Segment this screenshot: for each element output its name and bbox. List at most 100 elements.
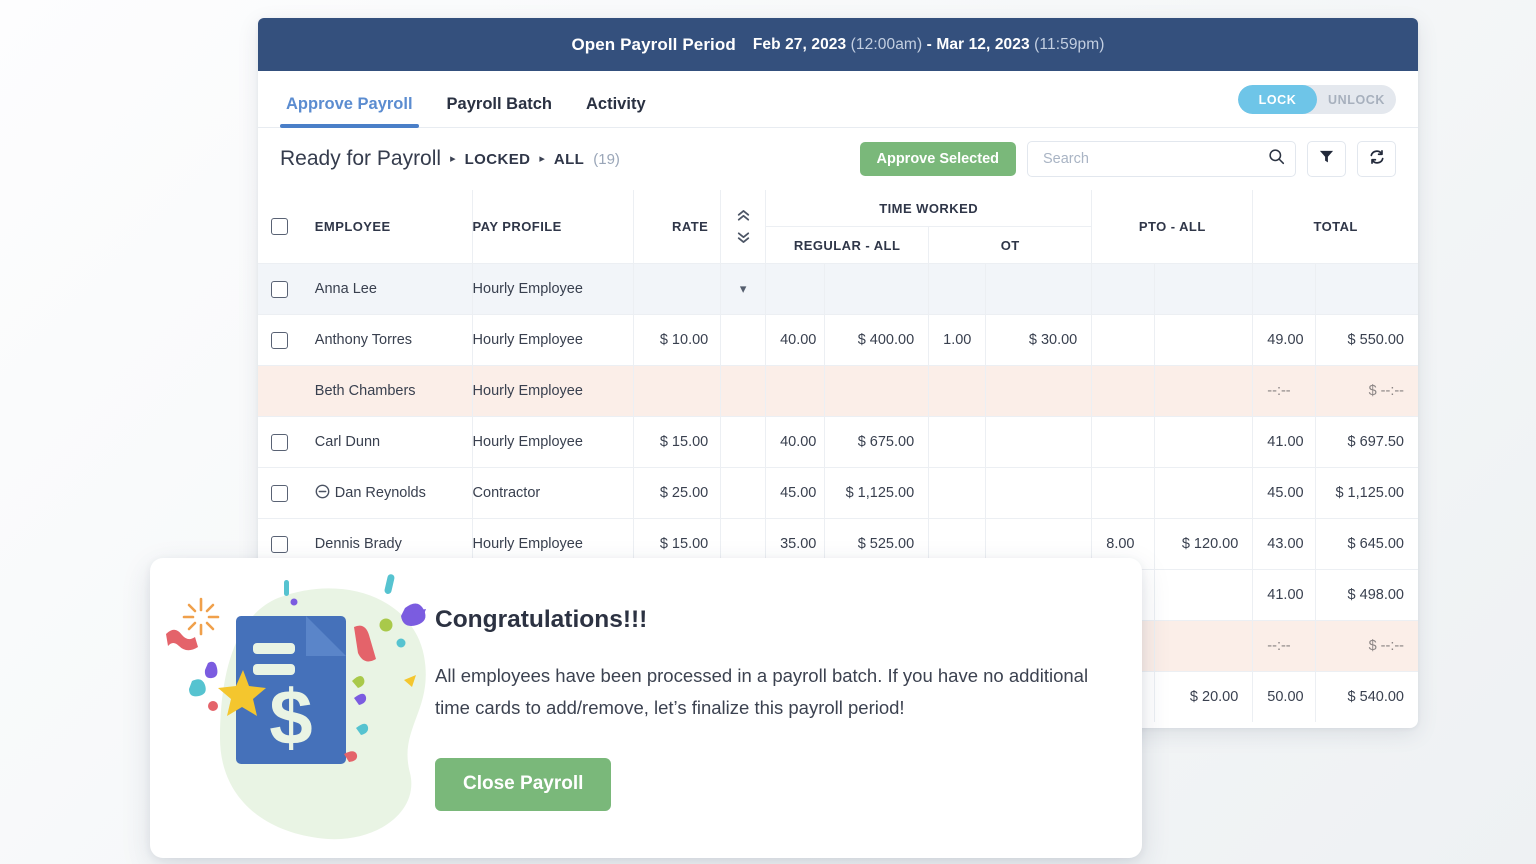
- tab-activity[interactable]: Activity: [586, 95, 646, 113]
- period-start-date: Feb 27, 2023: [752, 35, 847, 53]
- table-row[interactable]: Beth Chambers Hourly Employee --:-- $ --:--: [258, 365, 1418, 417]
- cell-total-hours: 43.00: [1252, 518, 1317, 570]
- cell-pto-hours: [1091, 263, 1156, 315]
- employee-name: Anna Lee: [314, 281, 377, 297]
- cell-regular-amount: [824, 263, 930, 315]
- table-row[interactable]: Anthony Torres Hourly Employee $ 10.00 40.0…: [258, 314, 1418, 366]
- row-checkbox[interactable]: [270, 535, 288, 553]
- cell-total-amount: $ 645.00: [1315, 518, 1418, 570]
- column-header-pay-profile[interactable]: PAY PROFILE: [472, 190, 634, 264]
- cell-regular-hours: [765, 365, 826, 417]
- table-row[interactable]: Anna Lee Hourly Employee ▾: [258, 263, 1418, 315]
- row-select-cell[interactable]: [258, 263, 301, 315]
- cell-ot-amount: [985, 467, 1093, 519]
- open-payroll-period-header: Open Payroll Period Feb 27, 2023 (12:00a…: [258, 18, 1418, 71]
- cell-employee[interactable]: Anna Lee: [300, 263, 473, 315]
- breadcrumb-locked[interactable]: LOCKED: [464, 150, 531, 168]
- table-row[interactable]: Dan Reynolds Contractor $ 25.00 45.00 $ 1,12…: [258, 467, 1418, 519]
- congratulations-title-text: Congratulations!!!: [435, 606, 648, 633]
- select-all-checkbox[interactable]: [270, 218, 288, 236]
- group-header-total[interactable]: TOTAL: [1313, 219, 1358, 234]
- group-header-pto-all[interactable]: PTO - ALL: [1091, 190, 1254, 264]
- column-collapse-toggle[interactable]: [720, 190, 767, 264]
- congratulations-content: Congratulations!!! All employees have be…: [412, 606, 1115, 811]
- column-header-rate[interactable]: RATE: [633, 190, 722, 264]
- cell-pto-amount: [1154, 314, 1254, 366]
- approve-selected-button[interactable]: Approve Selected: [859, 142, 1016, 176]
- row-checkbox[interactable]: [270, 331, 288, 349]
- chevron-double-up-icon[interactable]: [737, 210, 750, 221]
- lock-unlock-toggle[interactable]: LOCK UNLOCK: [1238, 85, 1396, 114]
- cell-regular-hours: [765, 263, 826, 315]
- lock-segment[interactable]: LOCK: [1238, 85, 1317, 114]
- breadcrumb-arrow-icon: ▸: [539, 152, 545, 165]
- cell-row-expand[interactable]: [720, 467, 767, 519]
- table-row[interactable]: Carl Dunn Hourly Employee $ 15.00 40.00 $ 67…: [258, 416, 1418, 468]
- cell-pay-profile: Contractor: [472, 467, 634, 519]
- cell-total-hours: [1252, 263, 1317, 315]
- cell-pay-profile: Hourly Employee: [472, 314, 634, 366]
- column-header-ot[interactable]: OT: [928, 226, 1093, 264]
- cell-ot-hours: [928, 263, 987, 315]
- cell-regular-amount: $ 400.00: [824, 314, 930, 366]
- row-checkbox[interactable]: [270, 484, 288, 502]
- cell-pto-hours: [1091, 365, 1156, 417]
- cell-employee[interactable]: Anthony Torres: [300, 314, 473, 366]
- close-payroll-button[interactable]: Close Payroll: [435, 757, 612, 811]
- cell-row-expand[interactable]: [720, 416, 767, 468]
- cell-ot-hours: [928, 365, 987, 417]
- breadcrumb-count: (19): [593, 150, 620, 168]
- breadcrumb-all[interactable]: ALL: [553, 150, 585, 168]
- cell-total-amount: [1315, 263, 1418, 315]
- search-icon[interactable]: [1268, 148, 1285, 170]
- cell-total-hours: 50.00: [1252, 671, 1317, 722]
- unlock-segment[interactable]: UNLOCK: [1327, 92, 1386, 107]
- row-checkbox[interactable]: [270, 280, 288, 298]
- filter-button[interactable]: [1307, 141, 1346, 177]
- cell-total-amount: $ --:--: [1315, 620, 1418, 672]
- cell-employee[interactable]: Dan Reynolds: [300, 467, 473, 519]
- breadcrumb-ready-for-payroll[interactable]: Ready for Payroll: [280, 147, 442, 170]
- cell-regular-amount: $ 675.00: [824, 416, 930, 468]
- cell-employee[interactable]: Carl Dunn: [300, 416, 473, 468]
- row-select-cell[interactable]: [258, 467, 301, 519]
- period-end-time: (11:59pm): [1034, 35, 1105, 53]
- svg-text:$: $: [269, 673, 312, 761]
- table-toolbar: Ready for Payroll ▸ LOCKED ▸ ALL (19) Ap…: [258, 128, 1418, 190]
- table-header-group-row: EMPLOYEE PAY PROFILE RATE TIME WORKED PT…: [258, 190, 1418, 264]
- congratulations-message: All employees have been processed in a p…: [435, 665, 1089, 718]
- row-select-cell[interactable]: [258, 365, 301, 417]
- breadcrumb-arrow-icon: ▸: [450, 152, 456, 165]
- column-header-employee[interactable]: EMPLOYEE: [300, 190, 473, 264]
- cell-employee[interactable]: Beth Chambers: [300, 365, 473, 417]
- cell-pto-amount: $ 120.00: [1154, 518, 1254, 570]
- row-select-cell[interactable]: [258, 314, 301, 366]
- search-box[interactable]: [1027, 141, 1296, 177]
- circle-minus-icon[interactable]: [315, 484, 330, 503]
- cell-total-amount: $ --:--: [1315, 365, 1418, 417]
- cell-row-expand[interactable]: [720, 314, 767, 366]
- cell-rate: $ 15.00: [633, 416, 722, 468]
- period-separator: -: [926, 35, 932, 53]
- column-header-regular-all[interactable]: REGULAR - ALL: [765, 226, 930, 264]
- tab-payroll-batch[interactable]: Payroll Batch: [446, 95, 553, 113]
- cell-ot-amount: [985, 263, 1093, 315]
- cell-total-hours: 45.00: [1252, 467, 1317, 519]
- cell-ot-hours: 1.00: [928, 314, 987, 366]
- tab-approve-payroll[interactable]: Approve Payroll: [280, 95, 419, 128]
- toolbar-actions: Approve Selected: [859, 141, 1396, 177]
- employee-name: Dan Reynolds: [334, 484, 426, 501]
- employee-name: Dennis Brady: [314, 536, 402, 552]
- chevron-down-icon[interactable]: ▾: [739, 281, 747, 296]
- chevron-double-down-icon[interactable]: [737, 232, 750, 243]
- row-checkbox[interactable]: [270, 433, 288, 451]
- cell-pto-amount: [1154, 467, 1254, 519]
- refresh-button[interactable]: [1357, 141, 1396, 177]
- row-select-cell[interactable]: [258, 416, 301, 468]
- cell-pto-amount: [1154, 620, 1254, 672]
- search-input[interactable]: [1041, 150, 1268, 168]
- cell-row-expand[interactable]: ▾: [720, 263, 767, 315]
- cell-row-expand[interactable]: [720, 365, 767, 417]
- cell-ot-amount: [985, 416, 1093, 468]
- select-all-header: [258, 190, 301, 264]
